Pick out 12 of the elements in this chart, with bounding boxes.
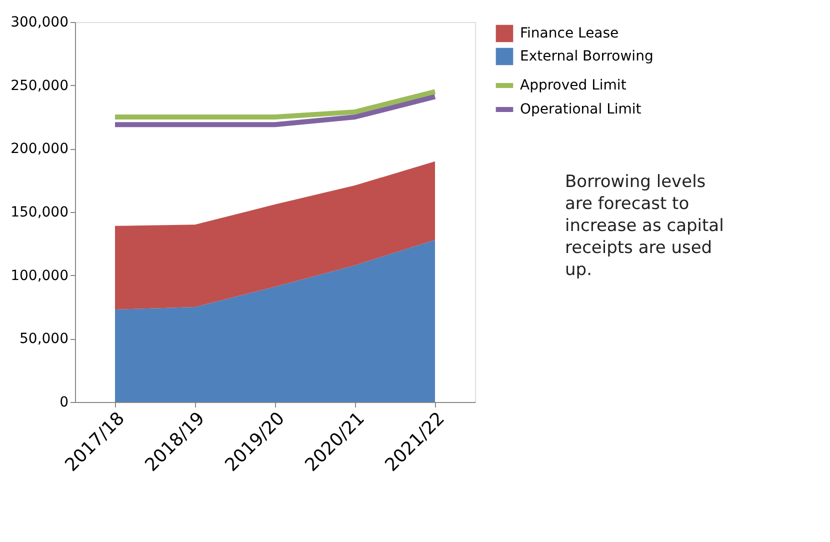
- text: Borrowing levels are forecast to increase as capital receipts are used up.: [565, 172, 724, 280]
- legend-label: Finance Lease: [520, 26, 619, 42]
- y-tick-label: 200,000: [10, 141, 68, 158]
- legend-label: External Borrowing: [520, 48, 654, 64]
- y-tick-label: 150,000: [10, 204, 68, 220]
- y-tick-label: 300,000: [10, 14, 68, 30]
- y-tick-label: 50,000: [20, 331, 68, 348]
- y-tick-label: 100,000: [10, 268, 68, 284]
- y-tick-label: 250,000: [10, 78, 68, 94]
- legend-label: Approved Limit: [520, 78, 627, 94]
- legend-label: Operational Limit: [520, 102, 642, 118]
- y-tick-label: 0: [60, 394, 68, 410]
